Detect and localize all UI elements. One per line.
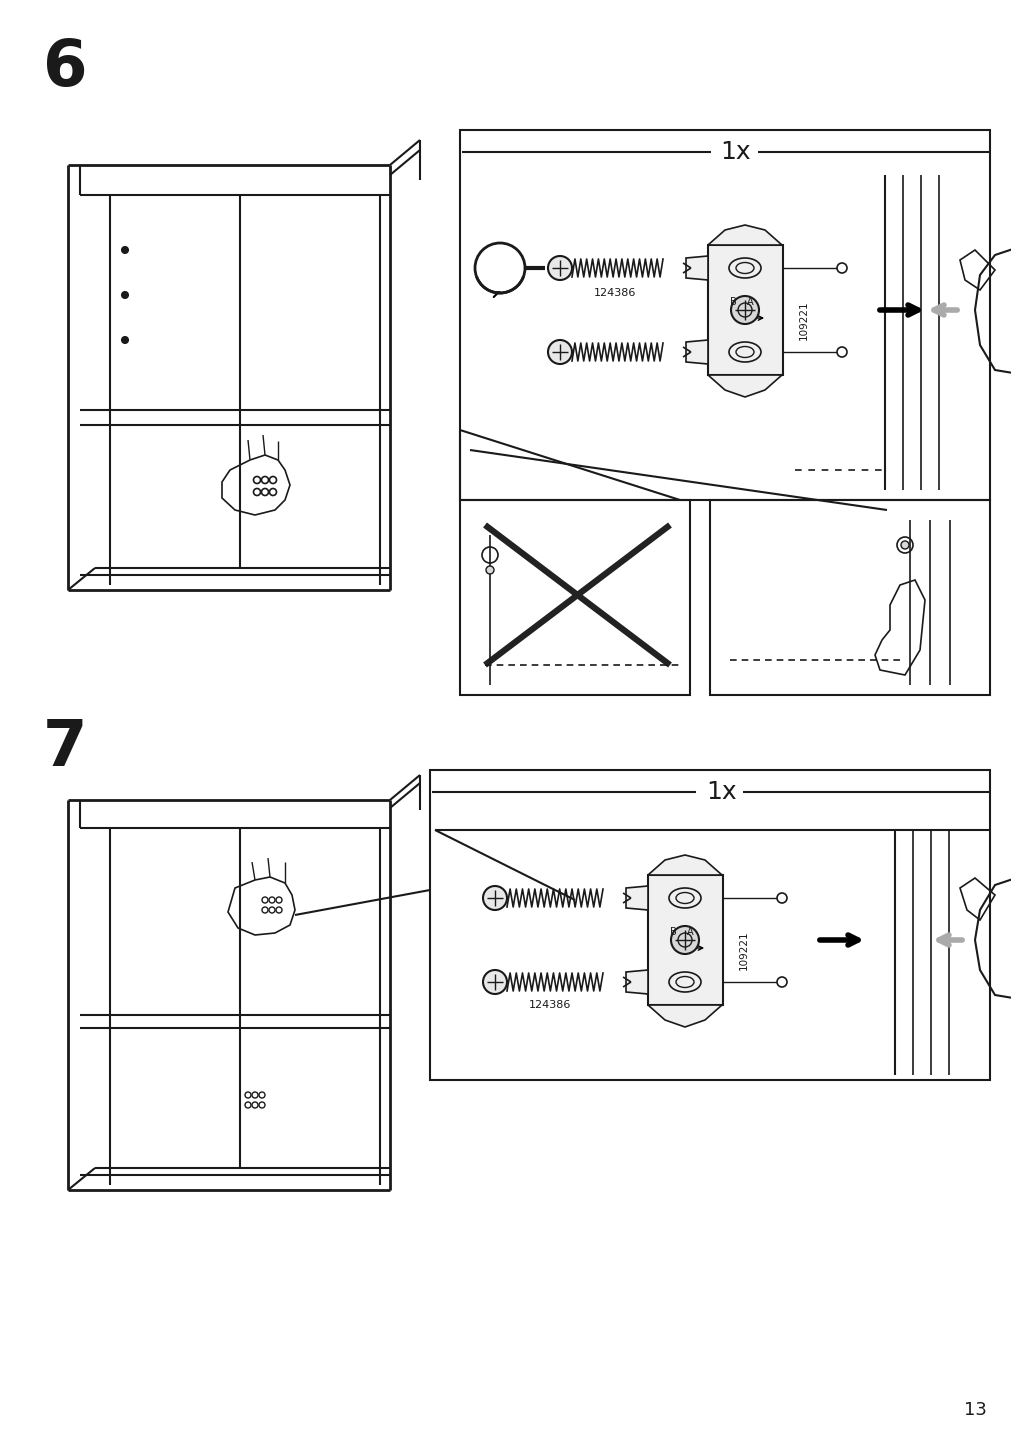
Text: 6: 6 bbox=[42, 37, 87, 99]
Text: 124386: 124386 bbox=[593, 288, 636, 298]
Bar bbox=[710, 500, 989, 695]
Bar bbox=[430, 770, 989, 1080]
Circle shape bbox=[900, 541, 908, 548]
Text: 109221: 109221 bbox=[738, 931, 748, 969]
Circle shape bbox=[548, 339, 571, 364]
Polygon shape bbox=[626, 969, 647, 994]
Text: 1x: 1x bbox=[706, 780, 736, 803]
Polygon shape bbox=[626, 886, 647, 909]
Polygon shape bbox=[685, 339, 708, 364]
Circle shape bbox=[122, 246, 127, 253]
Bar bbox=[460, 130, 989, 500]
Text: A: A bbox=[686, 927, 693, 937]
Circle shape bbox=[122, 292, 127, 298]
Bar bbox=[647, 875, 722, 1005]
Polygon shape bbox=[708, 375, 782, 397]
Text: 1x: 1x bbox=[720, 140, 750, 165]
Circle shape bbox=[482, 886, 507, 909]
Polygon shape bbox=[647, 1005, 721, 1027]
Text: 109221: 109221 bbox=[799, 301, 808, 339]
Circle shape bbox=[548, 256, 571, 281]
Circle shape bbox=[482, 969, 507, 994]
Bar bbox=[708, 245, 783, 375]
Text: B: B bbox=[669, 927, 675, 937]
Circle shape bbox=[670, 927, 699, 954]
Text: 7: 7 bbox=[42, 717, 87, 779]
Polygon shape bbox=[685, 256, 708, 281]
Circle shape bbox=[730, 296, 758, 324]
Circle shape bbox=[485, 566, 493, 574]
Text: B: B bbox=[729, 296, 736, 306]
Text: 13: 13 bbox=[962, 1400, 986, 1419]
Polygon shape bbox=[647, 855, 721, 875]
Bar bbox=[460, 500, 690, 695]
Polygon shape bbox=[708, 225, 782, 245]
Circle shape bbox=[122, 337, 127, 344]
Text: A: A bbox=[746, 296, 752, 306]
Text: 124386: 124386 bbox=[529, 1000, 570, 1010]
